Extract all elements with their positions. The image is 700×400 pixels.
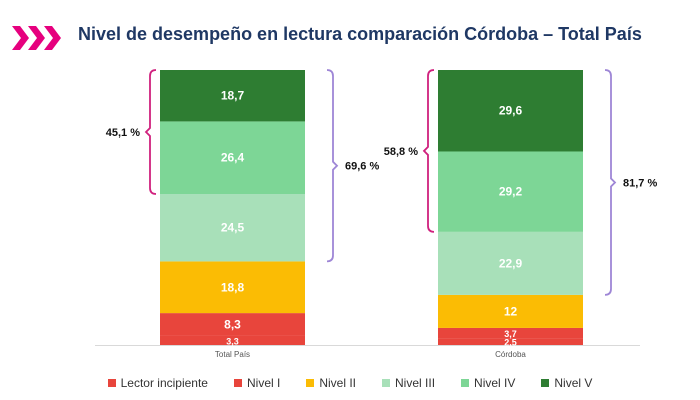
bar-segment-cordoba-nivel-i [438,327,583,339]
bracket-annotation-cordoba-right [604,69,617,296]
x-tick-label: Total País [215,350,250,359]
annotation-label: 69,6 % [345,161,379,173]
chevron-arrows-icon [12,26,61,50]
legend-label: Nivel I [246,376,281,390]
chart-legend: Lector incipiente Nivel I Nivel II Nivel II… [0,372,700,394]
legend-swatch [233,379,242,387]
data-label: 26,4 [221,151,245,165]
bar-segment-total-pais-nivel-iv [160,121,305,195]
data-label: 18,7 [221,89,245,103]
legend-item-nivel-iv: Nivel IV [461,376,515,390]
annotation-label: 58,8 % [384,146,418,158]
bar-segment-total-pais-lector-incipiente [160,335,305,345]
data-label: 29,2 [499,185,523,199]
data-label: 3,3 [226,336,239,346]
x-tick-label: Córdoba [495,350,526,359]
legend-label: Nivel III [395,376,436,390]
data-label: 8,3 [224,318,241,332]
bracket-annotation-cordoba-left [422,69,435,233]
bar-segment-cordoba-lector-incipiente [438,338,583,345]
legend-label: Nivel II [319,376,357,390]
data-label: 2,5 [504,338,517,348]
legend-swatch [461,379,470,387]
chart-title: Nivel de desempeño en lectura comparació… [78,24,642,44]
legend-item-nivel-ii: Nivel II [306,376,356,390]
data-label: 3,7 [504,329,517,339]
legend-label: Nivel V [554,376,593,390]
bar-segment-total-pais-nivel-ii [160,261,305,314]
bar-segment-cordoba-nivel-ii [438,294,583,328]
legend-swatch [382,379,391,387]
legend-label: Nivel IV [474,376,516,390]
bar-segment-cordoba-nivel-v [438,70,583,152]
bar-segment-cordoba-nivel-iv [438,151,583,232]
annotation-label: 81,7 % [623,177,657,189]
bar-segment-total-pais-nivel-iii [160,194,305,262]
annotation-label: 45,1 % [106,127,140,139]
bar-segment-total-pais-nivel-v [160,70,305,122]
bracket-annotation-total-pais-left [144,69,157,195]
data-label: 18,8 [221,280,245,294]
data-label: 22,9 [499,256,523,270]
legend-swatch [107,379,116,387]
bar-segment-total-pais-nivel-i [160,313,305,336]
legend-item-nivel-v: Nivel V [541,376,592,390]
legend-swatch [541,379,550,387]
slide-header: Nivel de desempeño en lectura comparació… [0,0,700,60]
data-label: 12 [504,304,518,318]
bar-segment-cordoba-nivel-iii [438,231,583,295]
legend-item-nivel-iii: Nivel III [382,376,435,390]
data-label: 24,5 [221,221,245,235]
data-label: 29,6 [499,104,523,118]
bracket-annotation-total-pais-right [326,69,339,263]
legend-item-nivel-i: Nivel I [233,376,281,390]
legend-label: Lector incipiente [120,376,208,390]
legend-swatch [306,379,315,387]
legend-item-lector-incipiente: Lector incipiente [107,376,208,390]
